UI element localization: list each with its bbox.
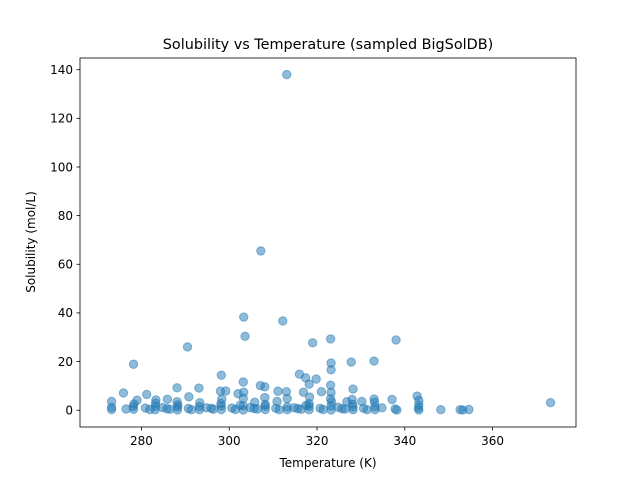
data-point <box>142 389 152 400</box>
data-point <box>256 246 266 256</box>
data-point <box>282 69 292 80</box>
data-point <box>201 403 212 413</box>
data-point <box>304 379 314 389</box>
data-point <box>121 404 131 414</box>
data-point <box>362 405 372 415</box>
x-axis: 280 300 320 340 360 <box>130 427 504 448</box>
data-point <box>182 342 193 352</box>
data-point <box>282 393 292 404</box>
data-point <box>172 383 182 393</box>
data-point <box>184 392 194 402</box>
data-point <box>464 404 474 415</box>
data-point <box>301 400 311 411</box>
data-point <box>377 403 387 413</box>
y-tick-label: 140 <box>50 63 73 77</box>
data-point <box>216 370 227 380</box>
y-tick-label: 20 <box>58 355 73 369</box>
data-point <box>118 388 129 398</box>
x-tick-label: 280 <box>130 434 153 448</box>
data-points <box>106 69 556 415</box>
chart-title: Solubility vs Temperature (sampled BigSo… <box>163 37 493 53</box>
data-point <box>162 394 173 404</box>
y-axis-label: Solubility (mol/L) <box>24 191 38 293</box>
data-point <box>157 402 168 413</box>
data-point <box>326 365 336 375</box>
data-point <box>240 331 250 341</box>
y-tick-label: 120 <box>50 112 73 126</box>
y-tick-label: 0 <box>65 404 73 418</box>
data-point <box>260 404 270 415</box>
plot-area-frame <box>79 57 577 428</box>
x-tick-label: 320 <box>306 434 329 448</box>
x-tick-label: 340 <box>393 434 416 448</box>
data-point <box>273 386 283 396</box>
data-point <box>106 404 117 415</box>
x-axis-label: Temperature (K) <box>278 456 376 470</box>
data-point <box>414 405 424 415</box>
y-tick-label: 40 <box>58 306 73 320</box>
data-point <box>186 405 197 415</box>
data-point <box>348 384 358 394</box>
data-point <box>307 338 318 348</box>
data-point <box>311 374 321 384</box>
y-tick-label: 80 <box>58 209 73 223</box>
data-point <box>369 356 379 366</box>
y-axis: 0 20 40 60 80 100 120 140 <box>50 63 80 418</box>
data-point <box>260 382 270 392</box>
data-point <box>289 403 299 413</box>
data-point <box>239 312 249 322</box>
data-point <box>245 402 256 413</box>
data-point <box>348 405 358 415</box>
data-point <box>333 402 343 412</box>
x-tick-label: 360 <box>481 434 504 448</box>
data-point <box>278 316 288 326</box>
data-point <box>318 404 328 415</box>
data-point <box>545 397 556 408</box>
data-point <box>128 359 139 369</box>
data-point <box>194 383 204 393</box>
y-tick-label: 60 <box>58 258 73 272</box>
data-point <box>316 387 327 397</box>
x-tick-label: 300 <box>218 434 241 448</box>
data-point <box>298 387 309 397</box>
data-point <box>221 386 231 396</box>
data-point <box>145 404 155 415</box>
data-point <box>346 357 356 367</box>
data-point <box>391 335 401 345</box>
data-point <box>387 394 397 405</box>
data-point <box>216 404 227 415</box>
data-point <box>235 400 245 411</box>
data-point <box>436 405 446 415</box>
y-tick-label: 100 <box>50 160 73 174</box>
data-point <box>392 405 402 415</box>
data-point <box>274 405 284 415</box>
data-point <box>325 334 336 344</box>
data-point <box>238 377 248 387</box>
